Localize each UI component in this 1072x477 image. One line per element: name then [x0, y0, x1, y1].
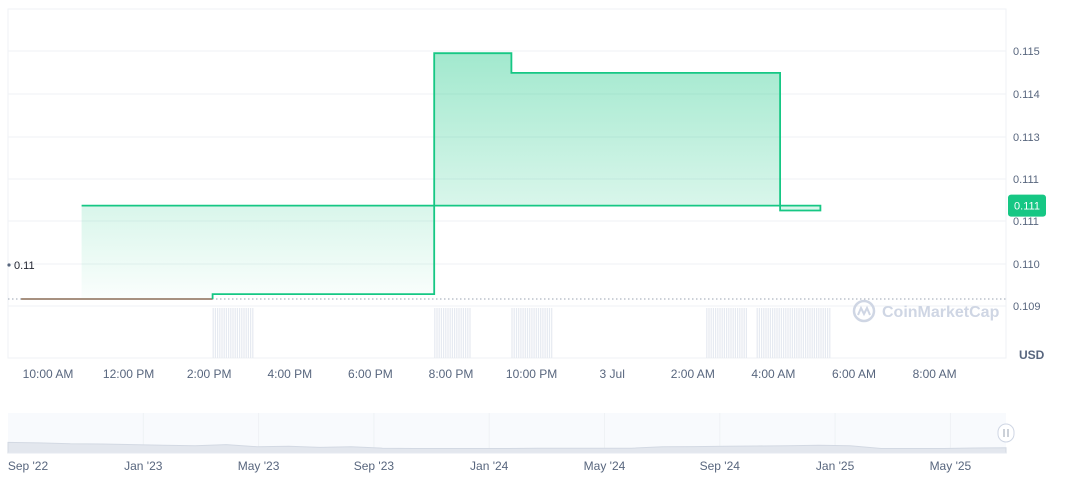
- x-tick-label: 3 Jul: [600, 367, 625, 381]
- price-area-fill: [81, 53, 821, 300]
- navigator-tick-label: Jan '24: [470, 459, 509, 473]
- volume-bar: [756, 308, 831, 358]
- y-axis: 0.115 0.114 0.113 0.111 0.111 0.110 0.109: [1013, 46, 1041, 313]
- navigator-tick-label: Sep '23: [354, 459, 395, 473]
- coinmarketcap-logo-mark: [857, 305, 871, 317]
- y-tick-label: 0.110: [1013, 259, 1040, 271]
- navigator-tick-label: Sep '24: [700, 459, 741, 473]
- x-tick-label: 10:00 PM: [506, 367, 557, 381]
- navigator-tick-label: Jan '23: [124, 459, 163, 473]
- x-tick-label: 4:00 AM: [751, 367, 795, 381]
- navigator-tick-label: May '24: [584, 459, 626, 473]
- x-tick-label: 6:00 AM: [832, 367, 876, 381]
- y-tick-label: 0.111: [1013, 216, 1039, 228]
- baseline-dot: [7, 263, 11, 267]
- navigator-tick-label: May '25: [930, 459, 972, 473]
- y-axis-unit: USD: [1019, 348, 1045, 362]
- navigator-tick-label: May '23: [238, 459, 280, 473]
- navigator-handle-knob[interactable]: [997, 423, 1015, 443]
- y-tick-label: 0.114: [1013, 89, 1040, 101]
- x-tick-label: 6:00 PM: [348, 367, 393, 381]
- volume-bar: [706, 308, 747, 358]
- x-tick-label: 2:00 PM: [187, 367, 232, 381]
- watermark-text: CoinMarketCap: [882, 304, 1000, 321]
- x-tick-label: 8:00 AM: [913, 367, 957, 381]
- navigator-area: [7, 441, 1007, 454]
- navigator-tick-label: Jan '25: [816, 459, 855, 473]
- navigator-tick-label: Sep '22: [8, 459, 49, 473]
- range-navigator[interactable]: Sep '22 Jan '23 May '23 Sep '23 Jan '24 May '…: [7, 413, 1015, 473]
- navigator-handle[interactable]: [997, 423, 1015, 443]
- volume-bars: [212, 308, 831, 358]
- volume-bar: [212, 308, 254, 358]
- baseline-label: 0.11: [7, 260, 35, 272]
- current-price-badge-bg: [1008, 194, 1046, 217]
- volume-bar: [511, 308, 553, 358]
- volume-bar: [434, 308, 471, 358]
- baseline-label-text: 0.11: [14, 260, 35, 272]
- x-tick-label: 8:00 PM: [429, 367, 474, 381]
- x-tick-label: 4:00 PM: [267, 367, 312, 381]
- x-tick-label: 12:00 PM: [103, 367, 154, 381]
- y-tick-label: 0.109: [1013, 301, 1041, 313]
- navigator-x-axis: Sep '22 Jan '23 May '23 Sep '23 Jan '24 May '…: [8, 459, 972, 473]
- x-tick-label: 10:00 AM: [23, 367, 74, 381]
- price-line: [81, 52, 822, 299]
- plot-frame: [7, 8, 1007, 359]
- current-price-badge-text: 0.111: [1014, 201, 1040, 213]
- x-tick-label: 2:00 AM: [671, 367, 715, 381]
- y-tick-label: 0.111: [1013, 174, 1039, 186]
- coinmarketcap-logo-icon: [852, 299, 876, 323]
- watermark: CoinMarketCap: [852, 299, 1000, 323]
- y-tick-label: 0.115: [1013, 46, 1040, 58]
- x-axis: 10:00 AM 12:00 PM 2:00 PM 4:00 PM 6:00 PM 8:0…: [23, 367, 957, 381]
- current-price-badge: 0.111: [1008, 194, 1046, 217]
- y-tick-label: 0.113: [1013, 132, 1040, 144]
